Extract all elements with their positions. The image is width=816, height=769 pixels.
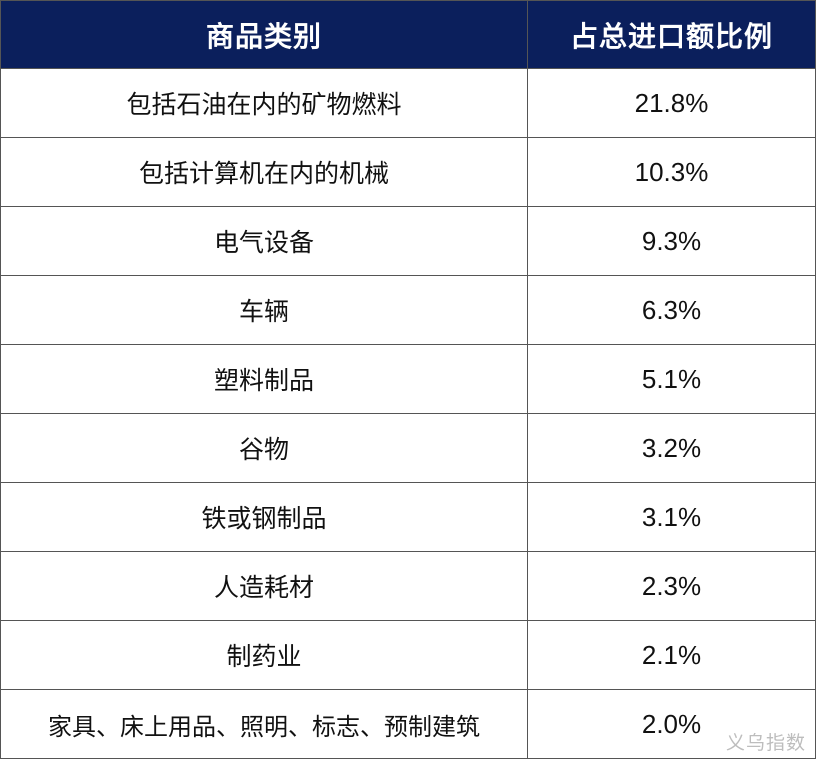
table-row: 包括石油在内的矿物燃料 21.8% [0, 68, 816, 138]
table-row: 谷物 3.2% [0, 413, 816, 483]
table-row: 车辆 6.3% [0, 275, 816, 345]
table-row: 家具、床上用品、照明、标志、预制建筑 2.0% [0, 689, 816, 759]
cell-share: 3.1% [527, 482, 816, 552]
cell-share: 2.0% [527, 689, 816, 759]
cell-share: 9.3% [527, 206, 816, 276]
table-row: 铁或钢制品 3.1% [0, 482, 816, 552]
cell-share: 6.3% [527, 275, 816, 345]
header-category: 商品类别 [0, 0, 528, 69]
table-row: 电气设备 9.3% [0, 206, 816, 276]
cell-category: 电气设备 [0, 206, 528, 276]
cell-share: 21.8% [527, 68, 816, 138]
table-header-row: 商品类别 占总进口额比例 [0, 0, 816, 69]
watermark-text: 义乌指数 [725, 732, 806, 754]
cell-category: 车辆 [0, 275, 528, 345]
cell-category: 制药业 [0, 620, 528, 690]
cell-share: 5.1% [527, 344, 816, 414]
table-row: 人造耗材 2.3% [0, 551, 816, 621]
cell-category: 铁或钢制品 [0, 482, 528, 552]
cell-share: 2.3% [527, 551, 816, 621]
cell-share: 3.2% [527, 413, 816, 483]
cell-category: 人造耗材 [0, 551, 528, 621]
table-row: 制药业 2.1% [0, 620, 816, 690]
header-import-share: 占总进口额比例 [527, 0, 816, 69]
cell-category: 包括石油在内的矿物燃料 [0, 68, 528, 138]
table-row: 包括计算机在内的机械 10.3% [0, 137, 816, 207]
table-row: 塑料制品 5.1% [0, 344, 816, 414]
cell-share: 10.3% [527, 137, 816, 207]
cell-category: 塑料制品 [0, 344, 528, 414]
cell-category: 包括计算机在内的机械 [0, 137, 528, 207]
cell-category: 谷物 [0, 413, 528, 483]
cell-share: 2.1% [527, 620, 816, 690]
cell-category: 家具、床上用品、照明、标志、预制建筑 [0, 689, 528, 759]
